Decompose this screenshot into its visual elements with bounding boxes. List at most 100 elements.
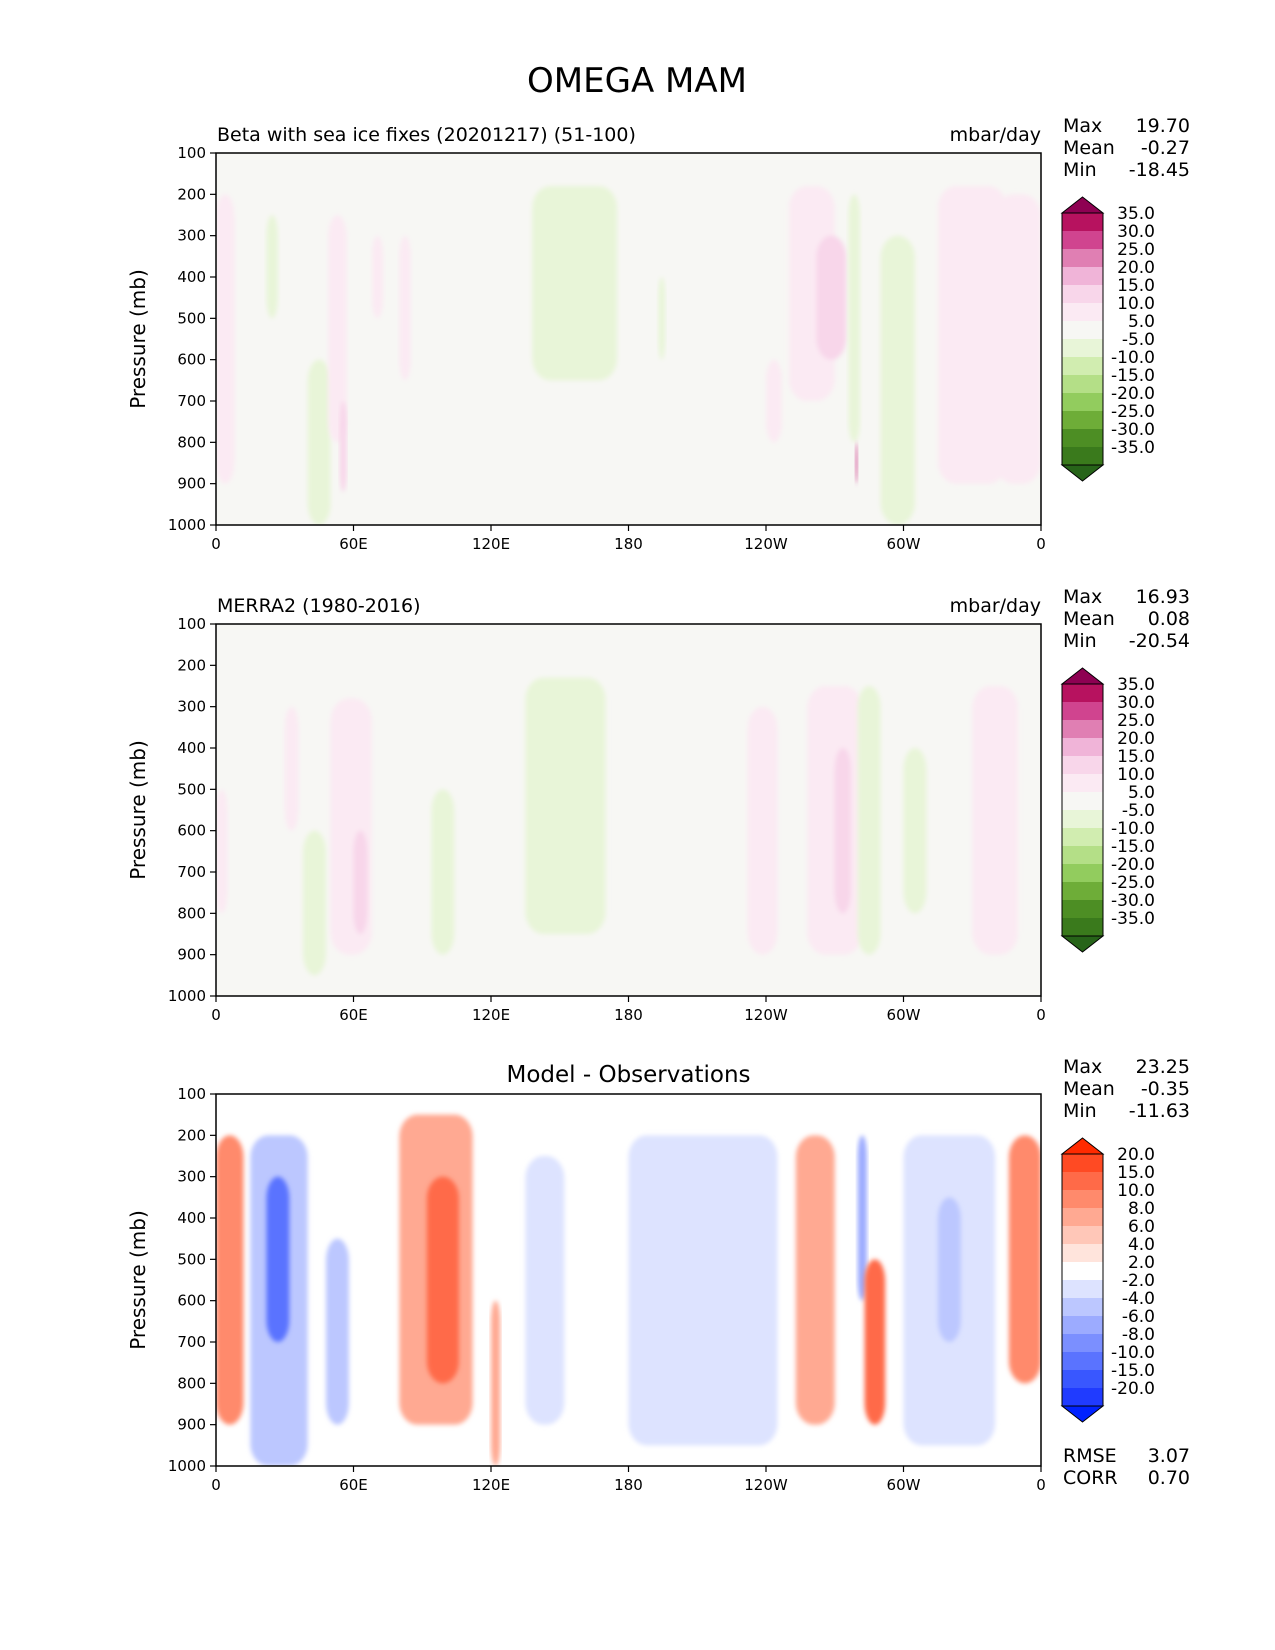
colorbar-tick-label: 8.0 [1128, 1199, 1155, 1219]
stat-label: Mean [1063, 1078, 1115, 1100]
x-tick-label: 0 [1036, 1006, 1046, 1024]
colorbar-segment [1062, 702, 1103, 720]
colorbar-tick-label: -8.0 [1122, 1325, 1155, 1345]
y-tick-label: 1000 [168, 1457, 206, 1475]
field-region [864, 1259, 886, 1425]
figure-title: OMEGA MAM [527, 61, 747, 101]
stat-label: Max [1063, 586, 1102, 608]
colorbar-tick-label: -30.0 [1111, 420, 1155, 440]
colorbar-tick-label: 15.0 [1117, 276, 1155, 296]
colorbar: 35.030.025.020.015.010.05.0-5.0-10.0-15.… [1060, 667, 1155, 953]
field-region [328, 215, 347, 443]
panel-title: Beta with sea ice fixes (20201217) (51-1… [217, 124, 636, 146]
colorbar-tick-label: 20.0 [1117, 1145, 1155, 1165]
colorbar-tick-label: -20.0 [1111, 855, 1155, 875]
colorbar-segment [1062, 321, 1103, 339]
stat-value: 16.93 [1136, 586, 1190, 608]
x-tick-label: 60W [887, 1006, 921, 1024]
colorbar-segment [1062, 1298, 1103, 1316]
y-tick-label: 700 [177, 392, 206, 410]
colorbar-tick-label: -35.0 [1111, 438, 1155, 458]
colorbar-segment [1062, 846, 1103, 864]
colorbar-segment [1062, 1226, 1103, 1244]
stat-label: Max [1063, 115, 1102, 137]
x-tick-label: 120E [472, 535, 510, 553]
colorbar-tick-label: 2.0 [1128, 1253, 1155, 1273]
field-region [525, 1156, 565, 1425]
colorbar-segment [1062, 1370, 1103, 1388]
colorbar-tick-label: 25.0 [1117, 240, 1155, 260]
colorbar-tick-label: -35.0 [1111, 909, 1155, 929]
field-region [816, 235, 847, 360]
stat-value: -18.45 [1129, 159, 1190, 181]
colorbar-extend-bottom [1060, 935, 1105, 953]
field-region [326, 1238, 349, 1425]
colorbar-segment [1062, 339, 1103, 357]
colorbar-tick-label: -20.0 [1111, 384, 1155, 404]
field-region [857, 1135, 867, 1301]
colorbar-segment [1062, 1334, 1103, 1352]
colorbar-tick-label: -15.0 [1111, 366, 1155, 386]
y-tick-label: 100 [177, 1085, 206, 1103]
colorbar-tick-label: 4.0 [1128, 1235, 1155, 1255]
stats-block: Max 16.93 Mean 0.08 Min -20.54 [1063, 586, 1190, 652]
panel-title: Model - Observations [506, 1062, 750, 1088]
y-tick-label: 600 [177, 351, 206, 369]
field-region [216, 1135, 244, 1425]
x-tick-label: 60E [339, 535, 368, 553]
colorbar-segment [1062, 810, 1103, 828]
colorbar-tick-label: -10.0 [1111, 819, 1155, 839]
colorbar-segment [1062, 1172, 1103, 1190]
field-region [937, 1197, 961, 1342]
colorbar-tick-label: 15.0 [1117, 747, 1155, 767]
stat-value: 0.08 [1148, 608, 1190, 630]
colorbar-tick-label: -15.0 [1111, 837, 1155, 857]
field-region [303, 830, 326, 976]
field-region [628, 1135, 778, 1446]
metric-label: RMSE [1063, 1445, 1117, 1467]
colorbar-tick-label: -4.0 [1122, 1289, 1155, 1309]
x-tick-label: 0 [211, 1006, 221, 1024]
colorbar-segment [1062, 411, 1103, 429]
colorbar-extend-bottom [1060, 464, 1105, 482]
field-region [371, 235, 384, 319]
y-tick-label: 400 [177, 1209, 206, 1227]
stats-block: Max 19.70 Mean -0.27 Min -18.45 [1063, 115, 1190, 181]
y-axis-label: Pressure (mb) [126, 740, 150, 880]
field-region [216, 789, 228, 914]
colorbar-segment [1062, 720, 1103, 738]
colorbar-tick-label: -10.0 [1111, 348, 1155, 368]
colorbar-segment [1062, 285, 1103, 303]
y-tick-label: 100 [177, 615, 206, 633]
colorbar-segment [1062, 393, 1103, 411]
stat-value: -20.54 [1129, 630, 1190, 652]
y-tick-label: 500 [177, 309, 206, 327]
colorbar-tick-label: 5.0 [1128, 312, 1155, 332]
colorbar-tick-label: -10.0 [1111, 1343, 1155, 1363]
field-region [880, 235, 915, 525]
field-region [937, 186, 1007, 484]
x-tick-label: 120W [744, 535, 788, 553]
field-region [766, 359, 783, 443]
field-regions [216, 1114, 1041, 1466]
colorbar-segment [1062, 1316, 1103, 1334]
field-region [216, 194, 235, 484]
field-region [339, 401, 347, 492]
field-regions [216, 677, 1019, 976]
stat-label: Max [1063, 1056, 1102, 1078]
y-tick-label: 200 [177, 656, 206, 674]
x-tick-label: 60W [887, 1476, 921, 1494]
colorbar-tick-label: -20.0 [1111, 1379, 1155, 1399]
metric-value: 3.07 [1148, 1445, 1190, 1467]
y-tick-label: 900 [177, 475, 206, 493]
colorbar-segment [1062, 900, 1103, 918]
field-region [834, 748, 851, 914]
panel-title: MERRA2 (1980-2016) [217, 595, 421, 617]
y-tick-label: 1000 [168, 987, 206, 1005]
field-region [857, 686, 881, 955]
y-axis-label: Pressure (mb) [126, 269, 150, 409]
x-tick-label: 180 [614, 1006, 643, 1024]
colorbar-tick-label: 10.0 [1117, 1181, 1155, 1201]
stat-label: Mean [1063, 608, 1115, 630]
